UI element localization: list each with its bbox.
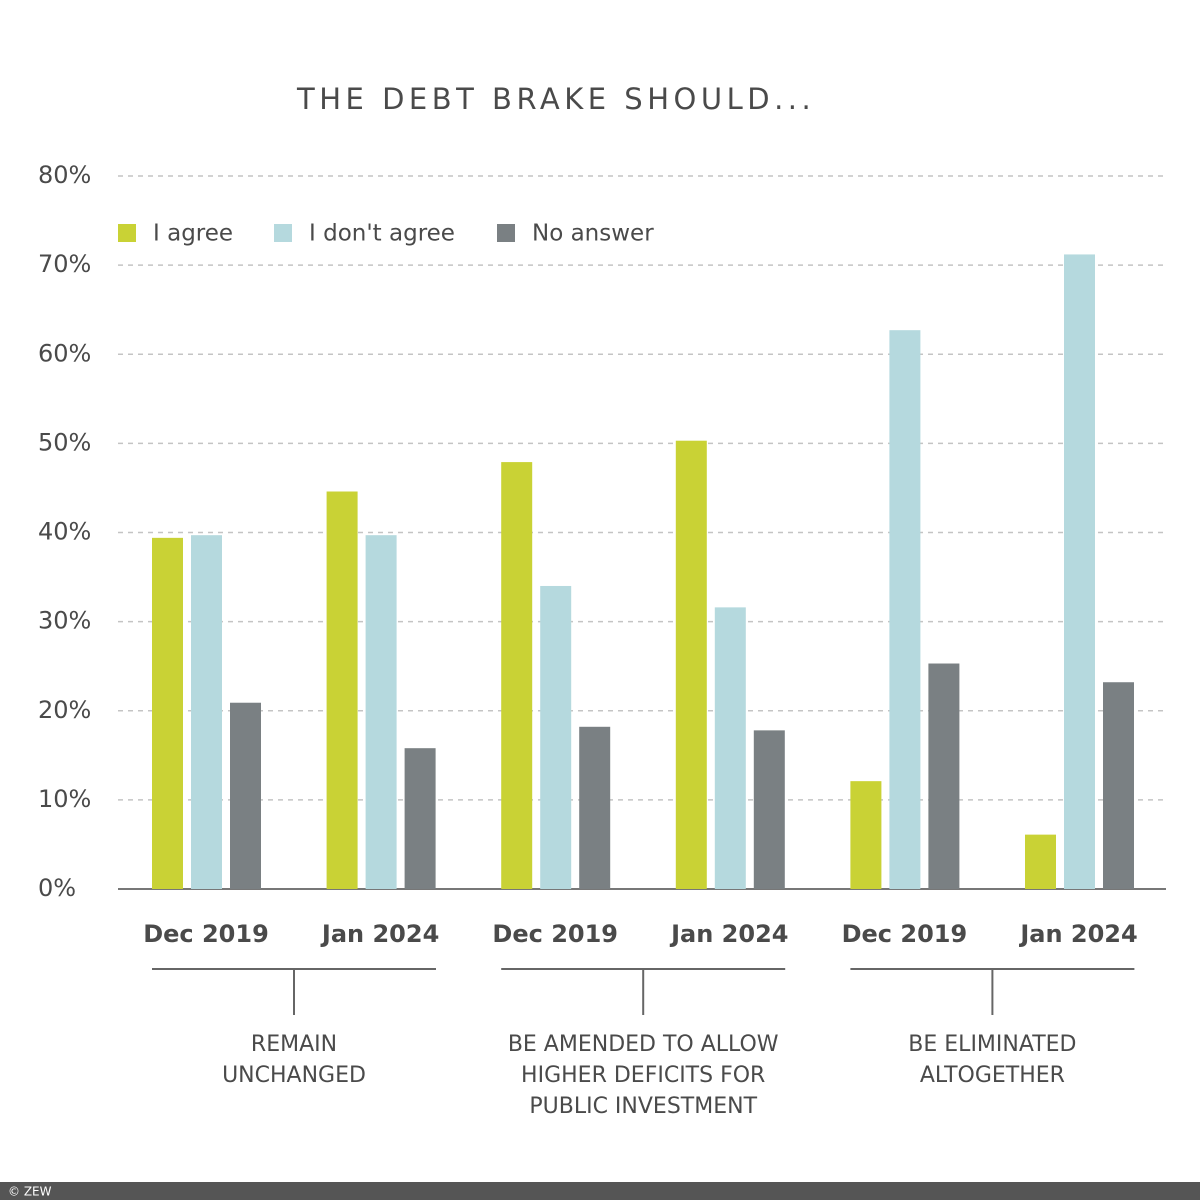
bar <box>850 781 882 889</box>
x-tick-label: Jan 2024 <box>320 920 439 948</box>
bar <box>1064 254 1095 889</box>
y-tick-label: 0% <box>38 874 76 902</box>
bar <box>889 330 921 889</box>
bar <box>365 535 397 889</box>
group-label: PUBLIC INVESTMENT <box>529 1094 757 1119</box>
bar <box>230 702 261 889</box>
bar <box>540 585 572 889</box>
group-label: UNCHANGED <box>222 1063 366 1088</box>
bar <box>1103 682 1134 889</box>
group-label: ALTOGETHER <box>920 1063 1065 1088</box>
x-tick-label: Dec 2019 <box>143 920 269 948</box>
bar <box>152 537 183 889</box>
bar <box>191 535 222 889</box>
x-tick-label: Jan 2024 <box>1018 920 1137 948</box>
y-tick-label: 10% <box>38 785 91 813</box>
y-tick-label: 30% <box>38 607 91 635</box>
y-tick-label: 70% <box>38 250 91 278</box>
y-tick-label: 40% <box>38 518 91 546</box>
bar <box>1025 834 1056 889</box>
bar <box>579 726 611 889</box>
group-label: HIGHER DEFICITS FOR <box>521 1063 765 1088</box>
group-label: BE ELIMINATED <box>908 1032 1076 1057</box>
bar <box>714 607 746 889</box>
x-tick-label: Jan 2024 <box>669 920 788 948</box>
legend-swatch <box>118 224 136 242</box>
legend-label: I don't agree <box>309 221 455 247</box>
y-tick-label: 50% <box>38 428 91 456</box>
footer-bar <box>0 1182 1200 1200</box>
legend-swatch <box>274 224 292 242</box>
y-tick-label: 80% <box>38 161 91 189</box>
footer: © ZEW <box>8 1185 52 1199</box>
bar <box>404 748 436 889</box>
chart-title: THE DEBT BRAKE SHOULD... <box>296 82 815 116</box>
bar <box>501 462 533 889</box>
bar <box>928 663 960 889</box>
x-tick-label: Dec 2019 <box>842 920 968 948</box>
y-tick-label: 60% <box>38 339 91 367</box>
legend-label: I agree <box>153 221 233 247</box>
bar <box>753 730 785 889</box>
legend-swatch <box>497 224 515 242</box>
bar <box>675 440 707 889</box>
legend-label: No answer <box>532 221 654 247</box>
y-tick-label: 20% <box>38 696 91 724</box>
group-label: REMAIN <box>251 1032 337 1057</box>
bar <box>326 491 358 889</box>
group-label: BE AMENDED TO ALLOW <box>508 1032 779 1057</box>
x-tick-label: Dec 2019 <box>492 920 618 948</box>
